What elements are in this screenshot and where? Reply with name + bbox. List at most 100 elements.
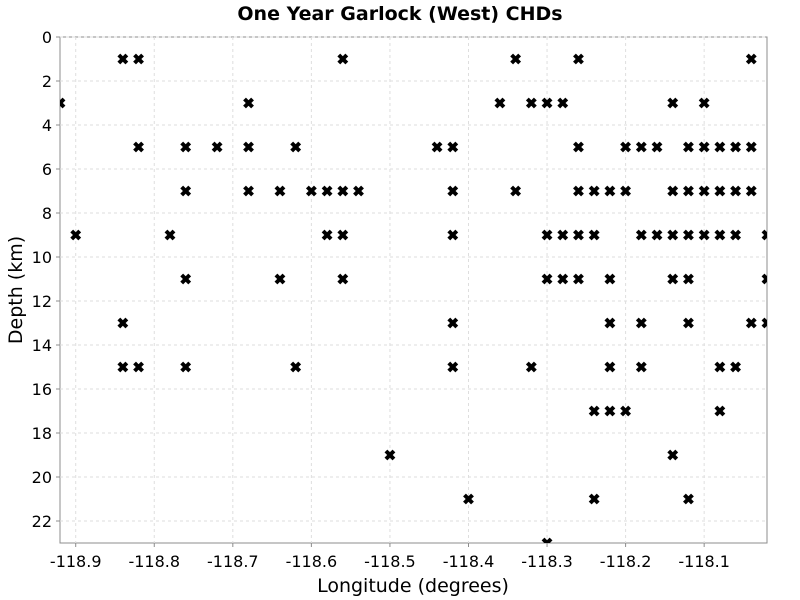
data-point xyxy=(133,53,144,65)
data-point xyxy=(573,141,584,153)
data-point xyxy=(604,273,616,285)
data-point xyxy=(541,537,553,543)
axis-ticks xyxy=(56,36,705,547)
data-point xyxy=(305,185,317,197)
data-point xyxy=(70,229,82,241)
data-point xyxy=(667,185,679,197)
data-point xyxy=(683,493,694,505)
data-point xyxy=(620,141,632,153)
data-point xyxy=(243,185,254,197)
data-point xyxy=(714,229,726,241)
data-point xyxy=(604,361,616,373)
data-point xyxy=(447,229,459,241)
data-point xyxy=(494,97,506,109)
data-point xyxy=(180,141,192,153)
data-point xyxy=(274,185,286,197)
y-tick-label: 10 xyxy=(32,248,52,267)
data-point xyxy=(321,185,333,197)
data-point xyxy=(573,53,584,65)
y-tick-label: 18 xyxy=(32,424,52,443)
y-tick-labels: 0 2 4 6 8 10 12 14 16 18 20 22 xyxy=(32,28,52,531)
data-point xyxy=(274,273,286,285)
plot-area xyxy=(59,36,768,544)
data-point xyxy=(698,141,710,153)
data-point xyxy=(243,141,254,153)
data-point xyxy=(635,141,647,153)
data-point xyxy=(683,185,694,197)
data-point xyxy=(60,97,66,109)
data-point xyxy=(714,361,726,373)
y-tick-label: 2 xyxy=(42,72,52,91)
data-point xyxy=(620,185,632,197)
data-point xyxy=(588,185,600,197)
y-tick-label: 16 xyxy=(32,380,52,399)
data-point xyxy=(510,185,522,197)
data-point xyxy=(730,185,741,197)
data-point xyxy=(604,185,616,197)
y-tick-label: 20 xyxy=(32,468,52,487)
data-point xyxy=(117,53,129,65)
plot-clip xyxy=(60,53,767,543)
data-point xyxy=(730,229,741,241)
data-point xyxy=(290,141,302,153)
data-point xyxy=(683,141,694,153)
data-point xyxy=(133,361,144,373)
data-point xyxy=(384,449,396,461)
grid-lines xyxy=(60,36,767,543)
data-point xyxy=(337,273,349,285)
data-point xyxy=(541,97,553,109)
x-tick-label: -118.2 xyxy=(600,552,652,571)
y-tick-label: 12 xyxy=(32,292,52,311)
data-point xyxy=(635,317,647,329)
data-point xyxy=(651,229,663,241)
data-point xyxy=(604,405,616,417)
data-point xyxy=(730,361,741,373)
chart-title: One Year Garlock (West) CHDs xyxy=(237,3,562,25)
x-tick-label: -118.5 xyxy=(364,552,416,571)
data-point xyxy=(635,361,647,373)
data-point xyxy=(541,229,553,241)
y-tick-label: 0 xyxy=(42,28,52,47)
data-points xyxy=(60,53,767,543)
x-tick-label: -118.3 xyxy=(521,552,573,571)
data-point xyxy=(463,493,474,505)
data-point xyxy=(180,361,192,373)
data-point xyxy=(573,229,584,241)
data-point xyxy=(557,273,569,285)
data-point xyxy=(761,317,767,329)
y-tick-label: 22 xyxy=(32,512,52,531)
data-point xyxy=(730,141,741,153)
data-point xyxy=(761,229,767,241)
data-point xyxy=(683,317,694,329)
x-tick-label: -118.4 xyxy=(443,552,495,571)
data-point xyxy=(541,273,553,285)
data-point xyxy=(133,141,144,153)
data-point xyxy=(337,185,349,197)
x-tick-label: -118.8 xyxy=(128,552,180,571)
x-axis-label: Longitude (degrees) xyxy=(317,575,509,597)
y-tick-label: 6 xyxy=(42,160,52,179)
data-point xyxy=(447,141,459,153)
data-point xyxy=(117,317,129,329)
data-point xyxy=(164,229,176,241)
data-point xyxy=(573,185,584,197)
data-point xyxy=(714,185,726,197)
data-point xyxy=(667,97,679,109)
data-point xyxy=(588,229,600,241)
data-point xyxy=(557,229,569,241)
data-point xyxy=(683,273,694,285)
data-point xyxy=(447,185,459,197)
data-point xyxy=(243,97,254,109)
data-point xyxy=(525,361,537,373)
data-point xyxy=(745,53,757,65)
data-point xyxy=(698,229,710,241)
data-point xyxy=(714,141,726,153)
data-point xyxy=(321,229,333,241)
data-point xyxy=(698,185,710,197)
data-point xyxy=(604,317,616,329)
data-point xyxy=(620,405,632,417)
data-point xyxy=(714,405,726,417)
data-point xyxy=(745,141,757,153)
data-point xyxy=(211,141,223,153)
